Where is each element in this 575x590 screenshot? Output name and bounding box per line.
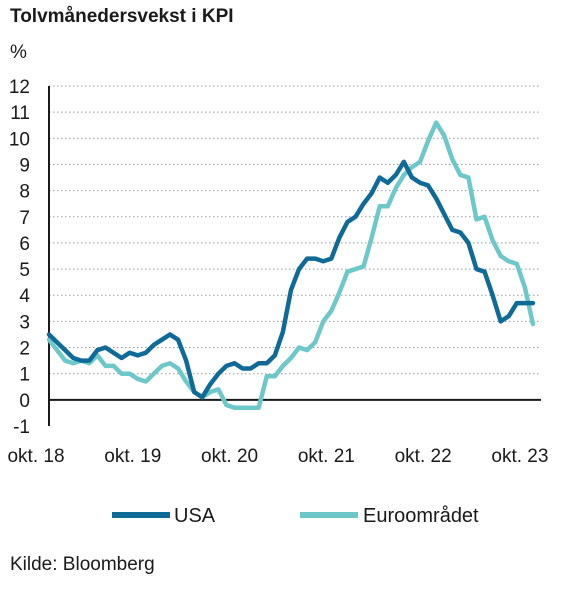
legend-label: USA [174,505,216,527]
x-tick-labels: okt. 18 okt. 19 okt. 20 okt. 21 okt. 22 okt. … [7,446,548,467]
series-lines [46,120,536,410]
y-tick-label: 0 [19,391,30,412]
y-tick-label: 8 [19,182,30,203]
y-tick-label: -1 [13,417,30,438]
chart-title: Tolvmånedersvekst i KPI [10,6,234,27]
series-line-usa [46,159,536,400]
legend: USA Euroområdet [112,505,479,527]
x-tick-label: okt. 18 [7,446,64,467]
x-tick-label: okt. 22 [395,446,452,467]
axes [48,86,541,426]
x-tick-label: okt. 19 [104,446,161,467]
y-tick-label: 3 [19,312,30,333]
x-tick-label: okt. 21 [298,446,355,467]
y-tick-label: 5 [19,260,30,281]
gridlines [49,85,541,375]
y-tick-label: 1 [19,365,30,386]
y-tick-label: 12 [9,77,30,98]
y-tick-label: 2 [19,339,30,360]
y-tick-label: 11 [10,103,30,124]
y-tick-label: 6 [19,234,30,255]
x-tick-label: okt. 23 [491,446,548,467]
x-tick-label: okt. 20 [201,446,258,467]
series-line-euro [46,120,536,410]
y-tick-label: 7 [19,208,30,229]
y-axis-unit-label: % [10,42,27,63]
y-tick-label: 10 [9,129,30,150]
y-tick-label: 9 [19,155,30,176]
legend-label: Euroområdet [363,505,479,527]
y-tick-label: 4 [19,286,30,307]
source-note: Kilde: Bloomberg [10,554,155,575]
